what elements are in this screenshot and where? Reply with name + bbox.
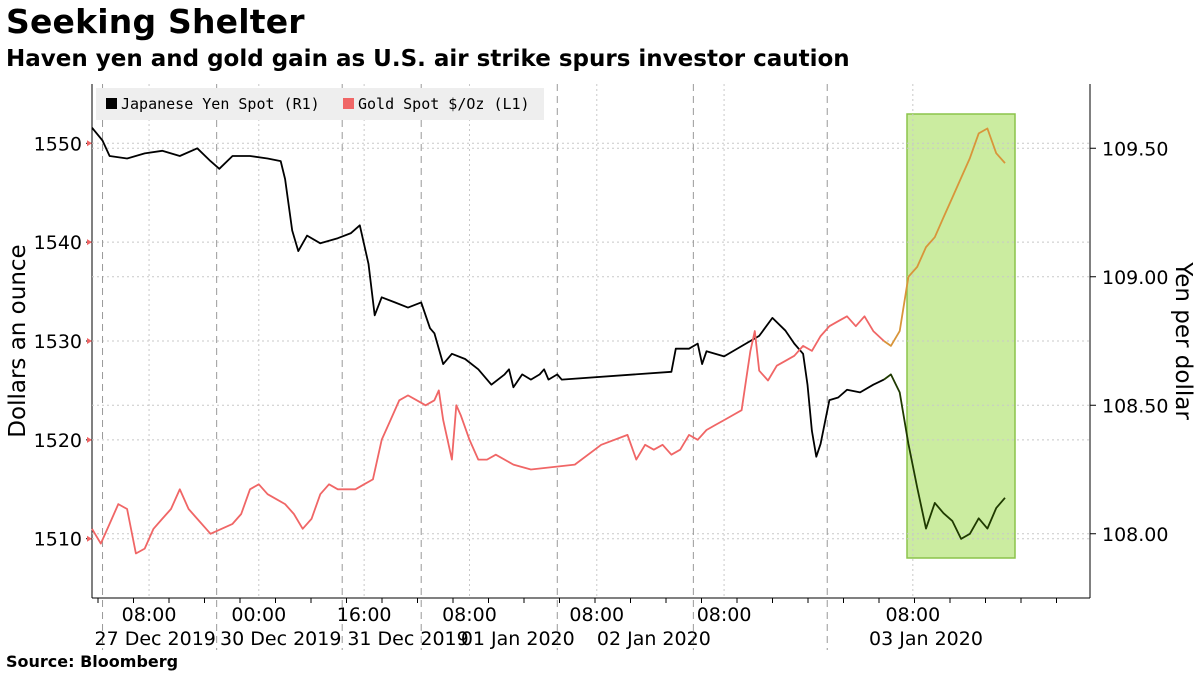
source-note: Source: Bloomberg <box>6 652 179 671</box>
x-date-label: 27 Dec 2019 <box>95 628 216 650</box>
series-line-yen-highlight <box>883 373 1006 540</box>
chart-title: Seeking Shelter <box>6 2 305 41</box>
left-axis-marker <box>87 140 92 147</box>
legend-label-gold: Gold Spot $/Oz (L1) <box>358 95 530 113</box>
left-tick-label: 1540 <box>34 232 82 254</box>
x-time-label: 00:00 <box>231 604 286 626</box>
x-time-label: 08:00 <box>885 604 940 626</box>
left-axis-marker <box>87 436 92 443</box>
right-tick-label: 108.50 <box>1102 395 1168 417</box>
left-axis-marker <box>87 338 92 344</box>
x-date-label: 01 Jan 2020 <box>461 628 575 650</box>
x-date-label: 31 Dec 2019 <box>347 628 468 650</box>
legend-background <box>96 88 544 120</box>
left-tick-label: 1510 <box>34 529 82 551</box>
right-tick-label: 108.00 <box>1102 524 1168 546</box>
x-time-label: 16:00 <box>337 604 392 626</box>
legend-swatch-gold <box>343 98 354 109</box>
left-tick-label: 1530 <box>34 331 82 353</box>
left-tick-label: 1520 <box>34 430 82 452</box>
day-separators <box>102 84 828 650</box>
x-date-label: 02 Jan 2020 <box>597 628 711 650</box>
tick-labels: 1510 1520 1530 1540 1550 108.00 108.50 109.00 10… <box>34 133 1169 650</box>
highlight-box <box>906 113 1016 559</box>
legend-label-yen: Japanese Yen Spot (R1) <box>121 95 320 113</box>
x-date-label: 30 Dec 2019 <box>220 628 341 650</box>
series-line-yen <box>91 127 885 458</box>
left-tick-label: 1550 <box>34 133 82 155</box>
series-line-gold-highlight <box>883 127 1006 347</box>
x-time-label: 08:00 <box>569 604 624 626</box>
x-time-label: 08:00 <box>697 604 752 626</box>
right-tick-label: 109.50 <box>1102 138 1168 160</box>
x-date-label: 03 Jan 2020 <box>869 628 983 650</box>
series-layer <box>91 127 1006 555</box>
right-axis-label: Yen per dollar <box>1170 261 1196 420</box>
left-axis-label: Dollars an ounce <box>5 244 31 437</box>
legend-swatch-yen <box>106 98 117 109</box>
x-time-label: 08:00 <box>442 604 497 626</box>
gridlines <box>92 84 1090 598</box>
left-axis-marker <box>87 239 92 246</box>
right-tick-label: 109.00 <box>1102 267 1168 289</box>
series-line-gold <box>91 315 885 555</box>
x-time-label: 08:00 <box>122 604 177 626</box>
left-axis-marker <box>87 535 92 542</box>
chart-subtitle: Haven yen and gold gain as U.S. air stri… <box>6 46 850 72</box>
